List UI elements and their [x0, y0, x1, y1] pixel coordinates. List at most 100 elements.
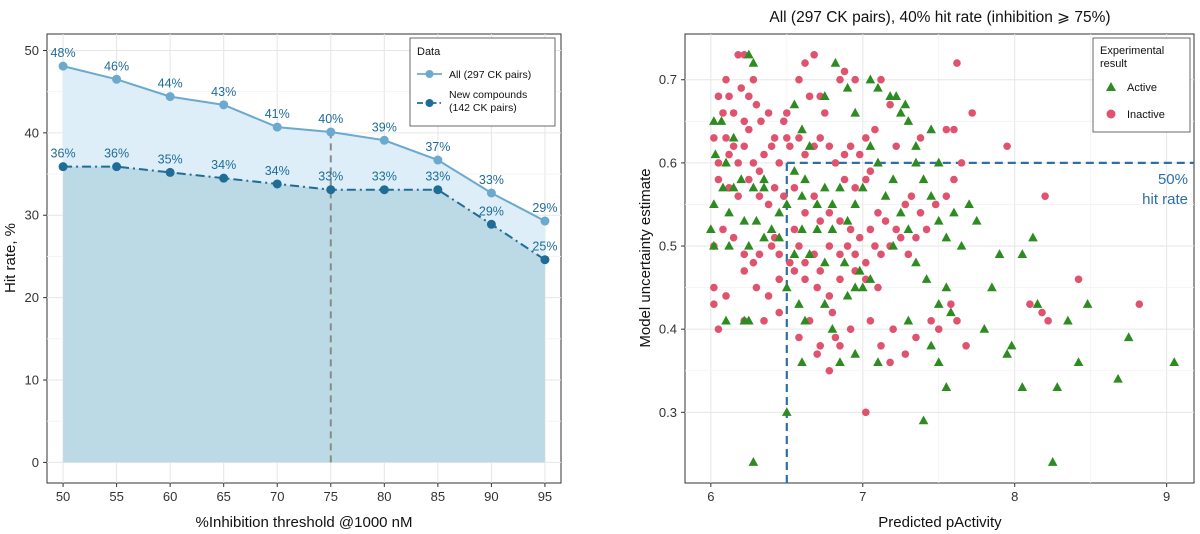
left-x-tick-label: 60	[163, 489, 177, 504]
inactive-point	[820, 109, 829, 117]
active-point	[804, 249, 815, 258]
inactive-point	[813, 283, 821, 292]
inactive-point	[714, 159, 723, 167]
all-pairs-line	[62, 65, 546, 222]
active-point	[865, 274, 876, 283]
inactive-point	[714, 325, 723, 333]
inactive-point	[862, 408, 870, 417]
inactive-point	[907, 192, 916, 200]
left-x-tick-label: 55	[109, 489, 123, 504]
active-point	[724, 240, 734, 250]
active-point	[857, 282, 868, 292]
active-point	[759, 182, 769, 192]
inactive-point	[719, 225, 727, 234]
active-point	[918, 415, 929, 425]
active-point	[819, 299, 830, 308]
left-x-tick-label: 70	[270, 489, 284, 504]
inactive-point	[846, 325, 855, 333]
data-label-all: 37%	[425, 140, 450, 154]
inactive-point	[877, 250, 885, 259]
active-point	[933, 157, 944, 167]
data-label-all: 41%	[265, 107, 290, 121]
inactive-point	[805, 92, 814, 101]
inactive-point	[783, 109, 791, 117]
data-label-all: 40%	[318, 112, 343, 126]
inactive-point	[775, 308, 784, 317]
legend-new-label-line2: (142 CK pairs)	[449, 102, 517, 114]
inactive-point	[927, 317, 935, 325]
active-point	[800, 174, 810, 184]
active-point	[812, 199, 822, 209]
active-point	[835, 357, 845, 367]
active-point	[724, 207, 734, 217]
inactive-point	[770, 134, 779, 142]
data-label-all: 43%	[211, 85, 236, 99]
right-y-tick-label: 0.7	[659, 72, 677, 87]
left-y-axis-title: Hit rate, %	[2, 223, 19, 293]
inactive-point	[950, 175, 958, 184]
inactive-point	[953, 59, 961, 67]
inactive-point	[775, 159, 784, 167]
inactive-point	[1003, 142, 1011, 151]
active-point	[1002, 348, 1012, 358]
active-point	[739, 215, 750, 225]
inactive-point	[714, 175, 723, 184]
active-point	[842, 215, 853, 225]
active-point	[819, 91, 830, 100]
hit-rate-chart: 48% 46% 44% 43% 41% 40% 39% 37% 33% 29% 36% 36% 35% 3…	[2, 33, 562, 531]
inactive-point	[931, 200, 940, 209]
active-point	[827, 224, 838, 233]
inactive-point	[752, 100, 761, 109]
active-point	[744, 240, 754, 250]
active-point	[895, 107, 906, 117]
inactive-point	[734, 192, 742, 200]
active-point	[926, 190, 936, 200]
right-x-tick-label: 6	[707, 489, 714, 504]
inactive-point	[710, 134, 718, 142]
active-point	[748, 57, 759, 67]
left-x-ticks: 50 55 60 65 70 75 80 85 90 95	[56, 483, 552, 504]
inactive-point	[1038, 308, 1046, 317]
inactive-point	[786, 258, 794, 267]
left-y-tick-label: 10	[25, 373, 39, 388]
left-x-axis-title: %Inhibition threshold @1000 nM	[195, 514, 412, 531]
inactive-point	[947, 300, 955, 309]
data-label-new: 34%	[265, 164, 290, 178]
inactive-point	[722, 75, 730, 84]
active-point	[918, 174, 929, 184]
inactive-point	[729, 109, 738, 117]
point-all	[219, 100, 229, 110]
active-point	[842, 82, 853, 92]
point-all	[272, 122, 282, 132]
left-y-ticks: 0 10 20 30 40 50	[25, 43, 47, 470]
active-point	[759, 174, 769, 184]
inactive-point	[836, 342, 844, 350]
legend-active-marker	[1106, 82, 1116, 91]
inactive-point	[825, 142, 834, 151]
legend-all-label: All (297 CK pairs)	[449, 69, 531, 81]
inactive-point	[828, 308, 837, 317]
left-x-tick-label: 80	[377, 489, 391, 504]
active-point	[956, 240, 967, 250]
active-point	[789, 99, 800, 109]
active-point	[797, 224, 807, 233]
left-y-tick-label: 30	[25, 208, 39, 223]
inactive-point	[912, 233, 920, 242]
data-label-new: 36%	[104, 147, 129, 161]
inactive-point	[957, 159, 966, 167]
right-x-axis-title: Predicted pActivity	[878, 514, 1002, 531]
inactive-point	[862, 134, 870, 142]
inactive-point	[912, 333, 920, 342]
active-point	[718, 182, 728, 192]
active-point	[1052, 382, 1063, 391]
left-y-tick-label: 0	[32, 455, 39, 470]
data-label-new: 33%	[318, 170, 343, 184]
inactive-point	[901, 350, 910, 358]
active-point	[709, 240, 719, 250]
inactive-point	[757, 117, 765, 126]
inactive-point	[922, 225, 931, 234]
inactive-points	[710, 50, 1144, 417]
inactive-point	[764, 109, 773, 117]
active-point	[911, 141, 921, 150]
